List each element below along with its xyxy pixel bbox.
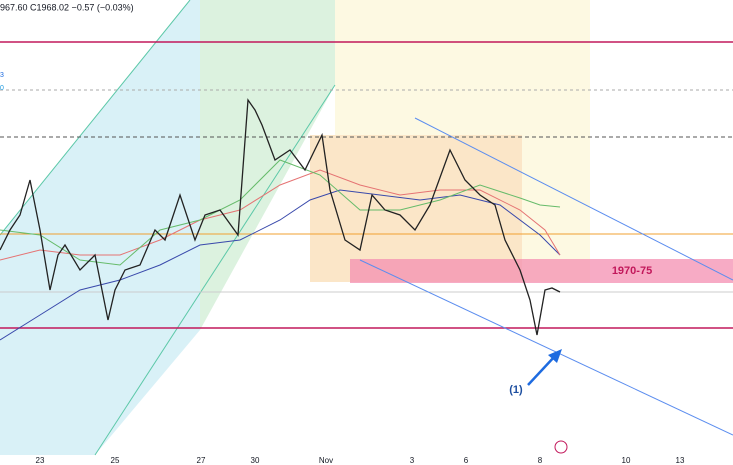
channel-green <box>200 0 335 330</box>
x-tick-label: 27 <box>197 456 206 465</box>
zone-label: 1970-75 <box>612 265 652 277</box>
left-label: 0 <box>0 85 4 92</box>
orange-zone <box>310 135 522 282</box>
wave-label: (1) <box>509 384 523 396</box>
moving-average <box>0 169 561 261</box>
event-icon[interactable] <box>554 440 568 454</box>
x-tick-label: 30 <box>251 456 260 465</box>
x-tick-label: 8 <box>538 456 543 465</box>
left-label: 3 <box>0 72 4 79</box>
x-tick-label: 6 <box>464 456 469 465</box>
x-tick-label: 3 <box>410 456 415 465</box>
ohlc-readout: 967.60 C1968.02 −0.57 (−0.03%) <box>0 2 134 12</box>
x-tick-label: 23 <box>36 456 45 465</box>
moving-average <box>0 189 561 341</box>
moving-average <box>0 159 561 266</box>
x-tick-label: 13 <box>676 456 685 465</box>
channel-line <box>0 0 191 236</box>
price-path <box>0 98 561 336</box>
channel-blue <box>0 0 200 455</box>
resistance-zone <box>350 259 733 283</box>
x-tick-label: Nov <box>319 456 333 465</box>
arrow-head <box>548 349 562 363</box>
x-axis: 23 25 27 30 Nov 3 6 8 10 13 <box>36 456 685 465</box>
channel-line <box>359 259 733 436</box>
channel-line <box>94 84 336 456</box>
x-tick-label: 10 <box>622 456 631 465</box>
channel-line <box>414 117 733 281</box>
x-tick-label: 25 <box>111 456 120 465</box>
arrow <box>527 355 556 386</box>
